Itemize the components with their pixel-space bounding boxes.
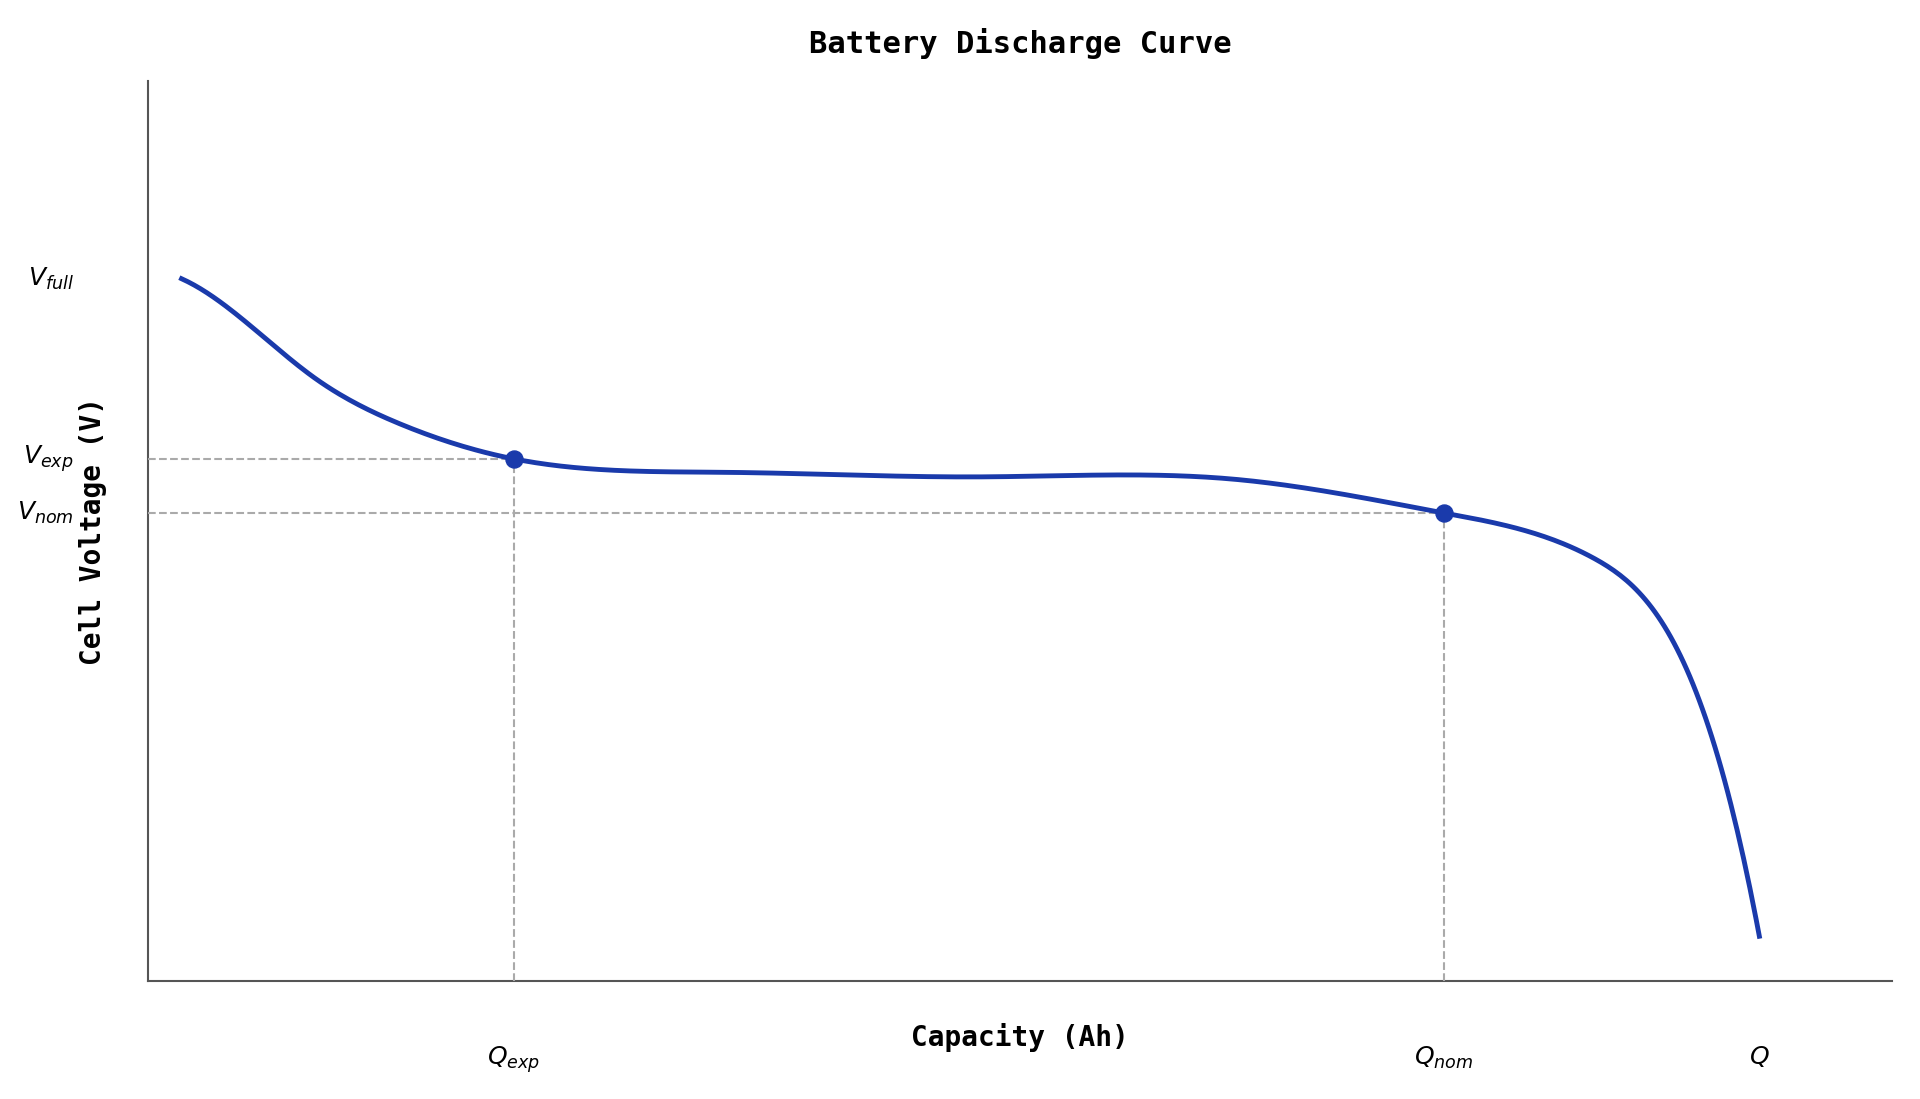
Text: $Q$: $Q$	[1749, 1044, 1770, 1069]
X-axis label: Capacity (Ah): Capacity (Ah)	[912, 1023, 1129, 1052]
Title: Battery Discharge Curve: Battery Discharge Curve	[808, 27, 1231, 58]
Point	[1428, 504, 1459, 522]
Y-axis label: Cell Voltage (V): Cell Voltage (V)	[79, 397, 108, 665]
Text: $Q_{nom}$: $Q_{nom}$	[1415, 1044, 1473, 1070]
Text: $Q_{exp}$: $Q_{exp}$	[488, 1044, 540, 1075]
Text: $V_{full}$: $V_{full}$	[27, 266, 73, 292]
Text: $V_{exp}$: $V_{exp}$	[23, 444, 73, 474]
Text: $V_{nom}$: $V_{nom}$	[17, 500, 73, 526]
Point	[499, 451, 530, 468]
